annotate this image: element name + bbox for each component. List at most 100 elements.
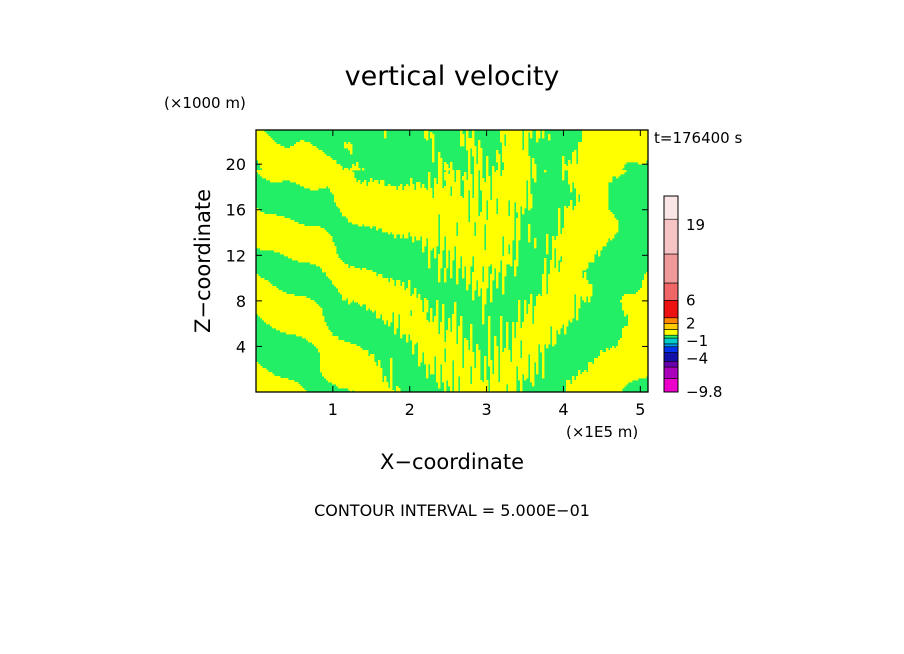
positive-velocity-region	[500, 138, 505, 141]
positive-velocity-region	[460, 386, 489, 389]
positive-velocity-region	[534, 180, 537, 183]
positive-velocity-region	[524, 134, 529, 137]
positive-velocity-region	[482, 198, 491, 201]
positive-velocity-region	[290, 146, 317, 149]
positive-velocity-region	[390, 376, 393, 379]
positive-velocity-region	[536, 138, 539, 141]
positive-velocity-region	[342, 212, 469, 215]
positive-velocity-region	[468, 170, 471, 173]
positive-velocity-region	[348, 388, 393, 391]
positive-velocity-region	[512, 360, 529, 363]
positive-velocity-region	[472, 382, 489, 385]
positive-velocity-region	[400, 328, 439, 331]
positive-velocity-region	[460, 136, 465, 139]
positive-velocity-region	[376, 316, 381, 319]
positive-velocity-region	[588, 298, 591, 301]
positive-velocity-region	[508, 390, 517, 392]
positive-velocity-region	[372, 310, 375, 313]
positive-velocity-region	[516, 248, 519, 251]
positive-velocity-region	[486, 158, 489, 161]
positive-velocity-region	[444, 276, 447, 279]
positive-velocity-region	[572, 152, 577, 155]
positive-velocity-region	[424, 360, 435, 363]
positive-velocity-region	[464, 348, 469, 351]
positive-velocity-region	[424, 300, 429, 303]
positive-velocity-region	[470, 332, 473, 335]
positive-velocity-region	[466, 278, 471, 281]
positive-velocity-region	[378, 364, 381, 367]
positive-velocity-region	[514, 268, 517, 271]
positive-velocity-region	[440, 236, 445, 239]
positive-velocity-region	[468, 152, 471, 155]
positive-velocity-region	[464, 364, 475, 367]
positive-velocity-region	[530, 366, 535, 369]
positive-velocity-region	[338, 386, 389, 389]
positive-velocity-region	[432, 158, 435, 161]
positive-velocity-region	[486, 162, 489, 165]
positive-velocity-region	[432, 146, 435, 149]
positive-velocity-region	[638, 162, 647, 165]
colorbar-label: 6	[686, 291, 696, 309]
positive-velocity-region	[296, 182, 361, 185]
positive-velocity-region	[548, 274, 583, 277]
positive-velocity-region	[376, 314, 381, 317]
positive-velocity-region	[424, 308, 429, 311]
positive-velocity-region	[464, 180, 473, 183]
positive-velocity-region	[496, 280, 499, 283]
positive-velocity-region	[438, 172, 443, 175]
positive-velocity-region	[572, 378, 575, 381]
positive-velocity-region	[470, 220, 515, 223]
positive-velocity-region	[428, 240, 439, 243]
positive-velocity-region	[384, 322, 387, 325]
colorbar-band	[663, 300, 679, 319]
positive-velocity-region	[256, 152, 325, 155]
positive-velocity-region	[622, 330, 648, 333]
positive-velocity-region	[486, 236, 503, 239]
positive-velocity-region	[334, 196, 433, 199]
positive-velocity-region	[492, 270, 495, 273]
positive-velocity-region	[516, 238, 521, 241]
positive-velocity-region	[552, 248, 555, 251]
positive-velocity-region	[394, 234, 397, 237]
positive-velocity-region	[418, 342, 457, 345]
positive-velocity-region	[454, 304, 457, 307]
positive-velocity-region	[256, 230, 327, 233]
positive-velocity-region	[458, 328, 463, 331]
positive-velocity-region	[522, 346, 539, 349]
positive-velocity-region	[574, 150, 577, 153]
positive-velocity-region	[502, 150, 529, 153]
positive-velocity-region	[428, 244, 439, 247]
positive-velocity-region	[502, 172, 531, 175]
positive-velocity-region	[524, 136, 529, 139]
positive-velocity-region	[488, 352, 491, 355]
positive-velocity-region	[438, 152, 441, 155]
positive-velocity-region	[562, 166, 625, 169]
positive-velocity-region	[444, 174, 455, 177]
positive-velocity-region	[600, 354, 648, 357]
positive-velocity-region	[438, 274, 441, 277]
positive-velocity-region	[588, 300, 591, 303]
positive-velocity-region	[464, 350, 473, 353]
colorbar-band	[663, 282, 679, 301]
positive-velocity-region	[464, 196, 469, 199]
positive-velocity-region	[500, 362, 529, 365]
positive-velocity-region	[428, 256, 431, 259]
positive-velocity-region	[536, 130, 541, 133]
positive-velocity-region	[390, 362, 393, 365]
positive-velocity-region	[430, 316, 433, 319]
positive-velocity-region	[484, 378, 487, 381]
positive-velocity-region	[440, 220, 469, 223]
positive-velocity-region	[444, 270, 447, 273]
positive-velocity-region	[442, 376, 453, 379]
positive-velocity-region	[504, 168, 531, 171]
positive-velocity-region	[518, 214, 521, 217]
positive-velocity-region	[456, 178, 461, 181]
positive-velocity-region	[522, 326, 551, 329]
positive-velocity-region	[478, 152, 483, 155]
positive-velocity-region	[588, 362, 593, 365]
positive-velocity-region	[482, 320, 485, 323]
positive-velocity-region	[470, 214, 479, 217]
positive-velocity-region	[466, 148, 471, 151]
positive-velocity-region	[438, 262, 443, 265]
positive-velocity-region	[482, 302, 487, 305]
